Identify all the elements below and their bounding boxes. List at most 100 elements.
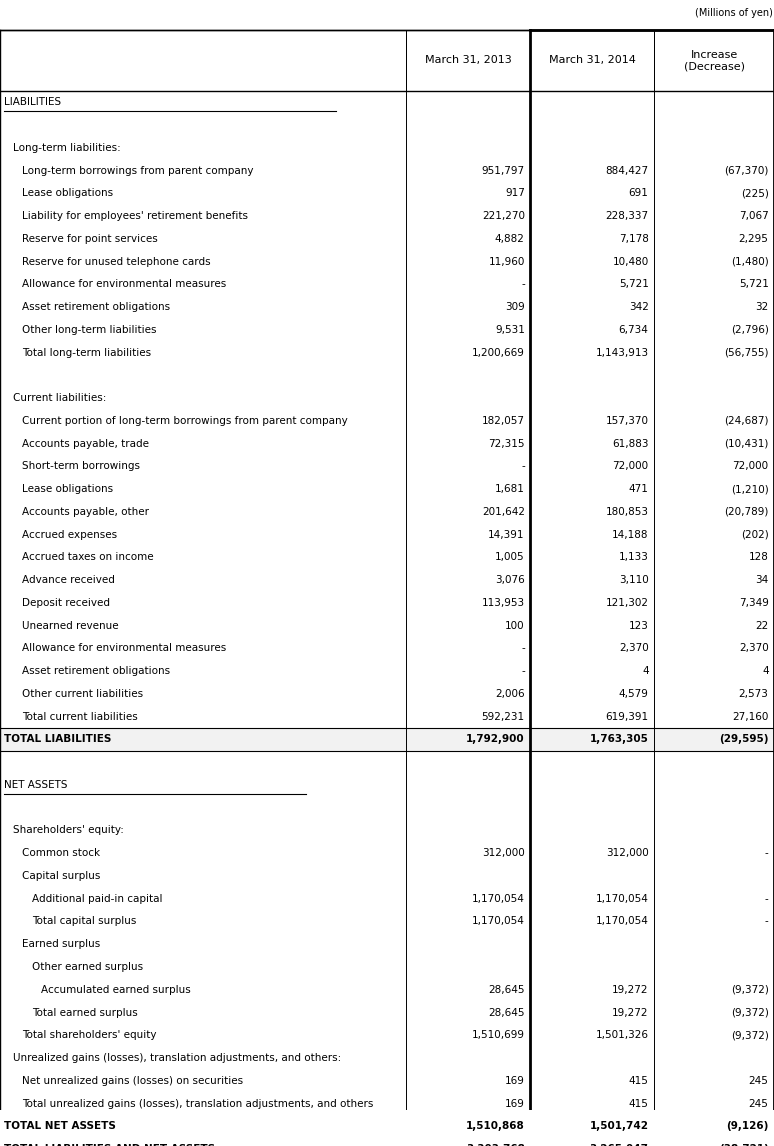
Text: Total unrealized gains (losses), translation adjustments, and others: Total unrealized gains (losses), transla… [22,1099,374,1108]
Text: Current liabilities:: Current liabilities: [13,393,107,403]
Text: 157,370: 157,370 [605,416,649,426]
Text: 72,315: 72,315 [488,439,525,449]
Text: -: - [521,280,525,290]
Text: 6,734: 6,734 [618,325,649,335]
Text: 342: 342 [628,303,649,312]
Text: Common stock: Common stock [22,848,101,858]
Text: -: - [521,666,525,676]
Text: 128: 128 [748,552,769,563]
Text: 123: 123 [628,621,649,630]
Text: 169: 169 [505,1076,525,1085]
Text: 245: 245 [748,1099,769,1108]
Text: (9,372): (9,372) [731,984,769,995]
Text: 951,797: 951,797 [481,166,525,175]
Text: Additional paid-in capital: Additional paid-in capital [32,894,163,904]
Text: 5,721: 5,721 [738,280,769,290]
Text: 180,853: 180,853 [605,507,649,517]
Text: 3,265,047: 3,265,047 [590,1144,649,1146]
Text: Reserve for point services: Reserve for point services [22,234,158,244]
Bar [0,1115,774,1138]
Text: Current portion of long-term borrowings from parent company: Current portion of long-term borrowings … [22,416,348,426]
Text: 1,510,868: 1,510,868 [466,1121,525,1131]
Text: (20,789): (20,789) [724,507,769,517]
Text: Total shareholders' equity: Total shareholders' equity [22,1030,157,1041]
Text: Lease obligations: Lease obligations [22,188,114,198]
Text: LIABILITIES: LIABILITIES [4,97,61,108]
Text: 19,272: 19,272 [612,984,649,995]
Text: Net unrealized gains (losses) on securities: Net unrealized gains (losses) on securit… [22,1076,244,1085]
Text: -: - [521,643,525,653]
Text: 1,501,326: 1,501,326 [596,1030,649,1041]
Text: 1,170,054: 1,170,054 [596,894,649,904]
Text: 182,057: 182,057 [481,416,525,426]
Text: 3,303,768: 3,303,768 [466,1144,525,1146]
Text: 2,006: 2,006 [495,689,525,699]
Text: Total current liabilities: Total current liabilities [22,712,139,722]
Text: 884,427: 884,427 [605,166,649,175]
Text: (1,480): (1,480) [731,257,769,267]
Text: Allowance for environmental measures: Allowance for environmental measures [22,643,227,653]
Text: Unearned revenue: Unearned revenue [22,621,119,630]
Text: 4,882: 4,882 [495,234,525,244]
Text: 121,302: 121,302 [605,598,649,607]
Text: Capital surplus: Capital surplus [22,871,101,881]
Text: 4,579: 4,579 [618,689,649,699]
Text: 10,480: 10,480 [612,257,649,267]
Text: 415: 415 [628,1099,649,1108]
Text: Long-term liabilities:: Long-term liabilities: [13,143,121,152]
Text: TOTAL LIABILITIES AND NET ASSETS: TOTAL LIABILITIES AND NET ASSETS [4,1144,215,1146]
Text: 1,501,742: 1,501,742 [590,1121,649,1131]
Text: -: - [765,894,769,904]
Text: (2,796): (2,796) [731,325,769,335]
Text: Total capital surplus: Total capital surplus [32,917,136,926]
Text: (9,372): (9,372) [731,1007,769,1018]
Text: 1,200,669: 1,200,669 [472,347,525,358]
Text: 245: 245 [748,1076,769,1085]
Text: (Millions of yen): (Millions of yen) [695,8,773,18]
Text: 72,000: 72,000 [732,462,769,471]
Text: Earned surplus: Earned surplus [22,940,101,949]
Text: 1,681: 1,681 [495,485,525,494]
Text: 1,763,305: 1,763,305 [590,735,649,745]
Text: 1,170,054: 1,170,054 [472,894,525,904]
Text: 228,337: 228,337 [605,211,649,221]
Text: Allowance for environmental measures: Allowance for environmental measures [22,280,227,290]
Text: 4: 4 [762,666,769,676]
Text: 27,160: 27,160 [732,712,769,722]
Text: 2,295: 2,295 [738,234,769,244]
Text: (9,372): (9,372) [731,1030,769,1041]
Text: (9,126): (9,126) [726,1121,769,1131]
Text: 14,188: 14,188 [612,529,649,540]
Text: Other current liabilities: Other current liabilities [22,689,143,699]
Text: Advance received: Advance received [22,575,115,586]
Text: Short-term borrowings: Short-term borrowings [22,462,140,471]
Text: (1,210): (1,210) [731,485,769,494]
Text: 72,000: 72,000 [612,462,649,471]
Text: 312,000: 312,000 [606,848,649,858]
Text: March 31, 2014: March 31, 2014 [549,55,635,65]
Text: Reserve for unused telephone cards: Reserve for unused telephone cards [22,257,211,267]
Text: 3,110: 3,110 [619,575,649,586]
Text: 312,000: 312,000 [482,848,525,858]
Text: 2,573: 2,573 [738,689,769,699]
Text: (29,595): (29,595) [719,735,769,745]
Text: Asset retirement obligations: Asset retirement obligations [22,666,170,676]
Text: 9,531: 9,531 [495,325,525,335]
Text: March 31, 2013: March 31, 2013 [425,55,512,65]
Text: 2,370: 2,370 [619,643,649,653]
Text: 471: 471 [628,485,649,494]
Text: 592,231: 592,231 [481,712,525,722]
Text: Other earned surplus: Other earned surplus [32,961,143,972]
Text: Accounts payable, other: Accounts payable, other [22,507,149,517]
Text: 11,960: 11,960 [488,257,525,267]
Text: (24,687): (24,687) [724,416,769,426]
Text: Accounts payable, trade: Accounts payable, trade [22,439,149,449]
Text: 2,370: 2,370 [739,643,769,653]
Text: TOTAL NET ASSETS: TOTAL NET ASSETS [4,1121,116,1131]
Text: NET ASSETS: NET ASSETS [4,780,67,790]
Bar [0,1138,774,1146]
Text: 1,143,913: 1,143,913 [595,347,649,358]
Text: 619,391: 619,391 [605,712,649,722]
Text: 5,721: 5,721 [618,280,649,290]
Text: 7,349: 7,349 [738,598,769,607]
